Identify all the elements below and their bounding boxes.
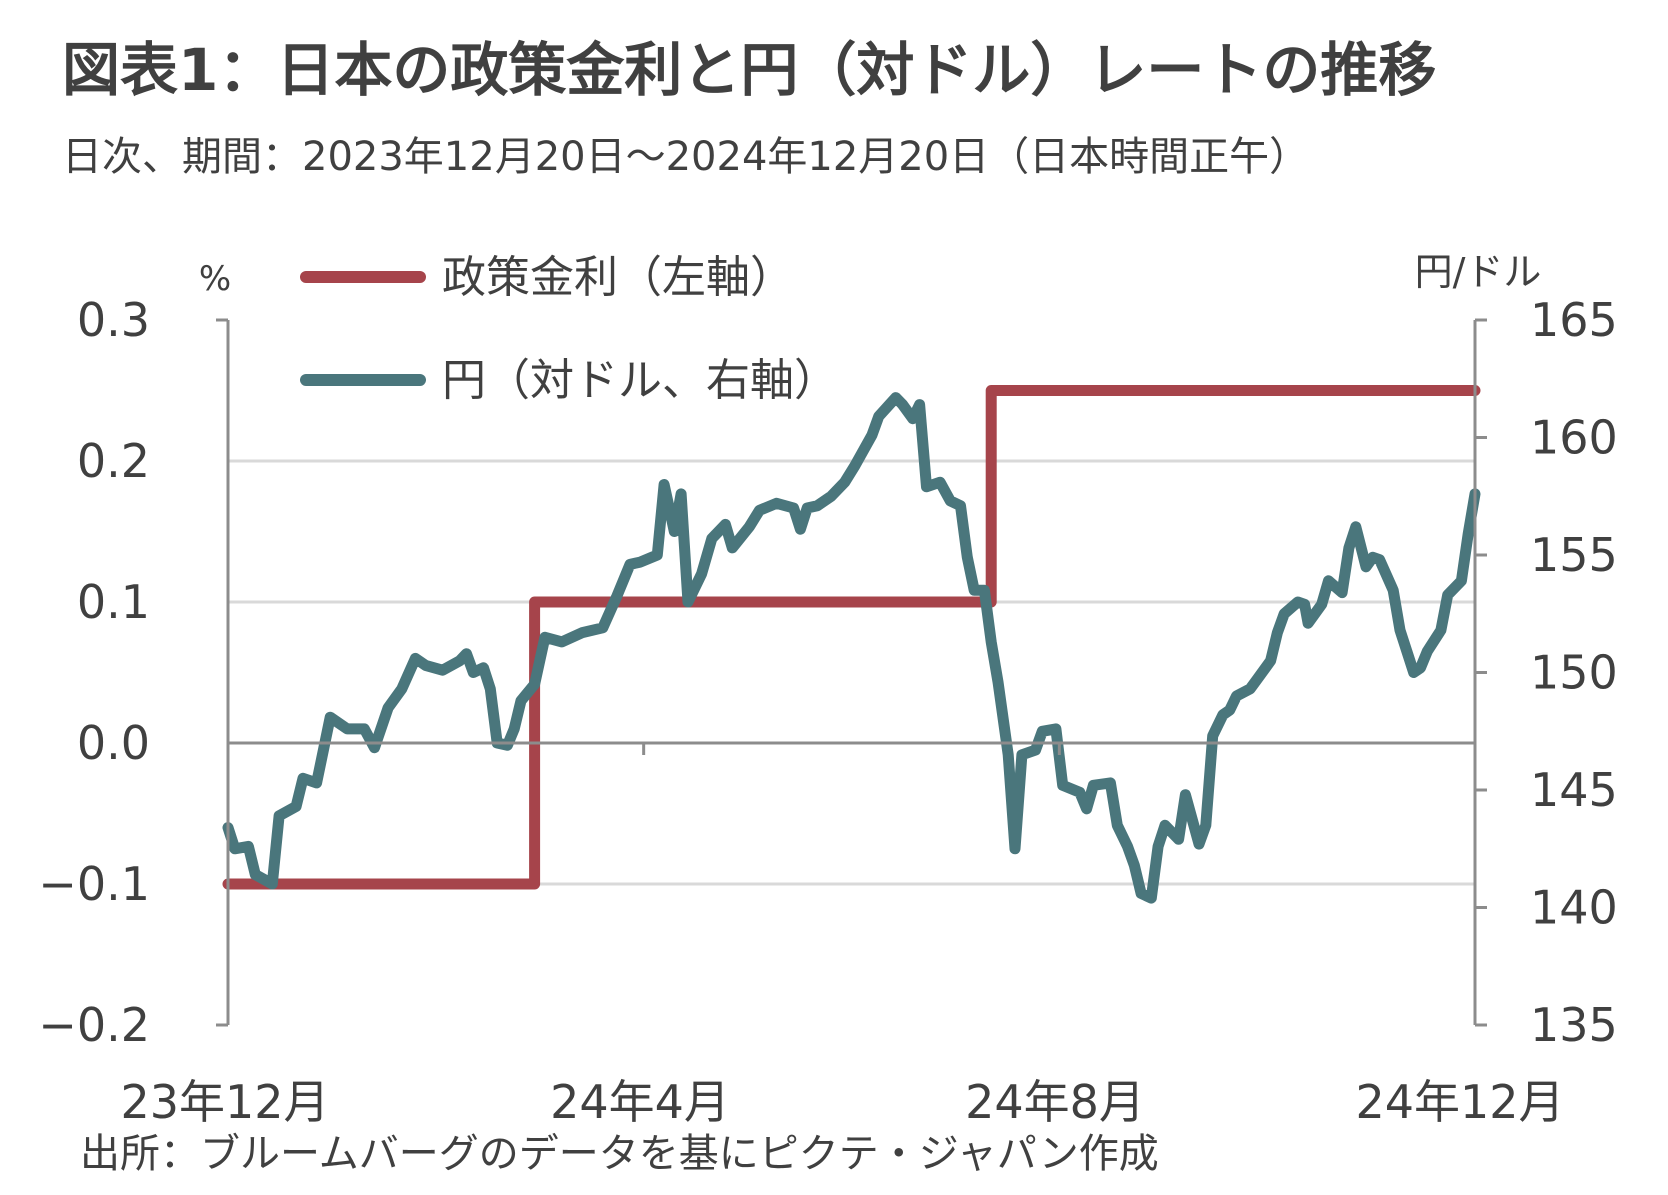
right-tick-label: 140 (1530, 881, 1618, 935)
left-tick-label: 0.0 (77, 716, 150, 770)
source-note: 出所：ブルームバーグのデータを基にピクテ・ジャパン作成 (80, 1131, 1159, 1177)
right-tick-label: 135 (1530, 998, 1618, 1052)
left-axis-unit: % (199, 259, 231, 299)
yen-usd-line (222, 392, 1481, 904)
right-tick-label: 150 (1530, 646, 1618, 700)
left-tick-label: 0.2 (77, 434, 150, 488)
policy-rate-line (222, 385, 1481, 890)
left-tick-label: 0.1 (77, 575, 150, 629)
legend-label-policy-rate: 政策金利（左軸） (442, 252, 794, 303)
axes: 0.3 0.2 0.1 0.0 −0.1 −0.2 165 160 155 150 145 140 13… (38, 293, 1618, 1129)
left-tick-label: 0.3 (77, 293, 150, 347)
right-tick-label: 160 (1530, 411, 1618, 465)
right-tick-label: 155 (1530, 528, 1618, 582)
right-axis-unit: 円/ドル (1415, 250, 1542, 294)
right-tick-label: 145 (1530, 763, 1618, 817)
legend-label-yen: 円（対ドル、右軸） (442, 355, 838, 406)
series-layer (222, 385, 1481, 904)
left-tick-label: −0.2 (38, 998, 150, 1052)
legend: 政策金利（左軸） 円（対ドル、右軸） (300, 252, 838, 406)
x-tick-label: 23年12月 (120, 1075, 329, 1129)
right-tick-label: 165 (1530, 293, 1618, 347)
chart-title: 図表1：日本の政策金利と円（対ドル）レートの推移 (62, 36, 1436, 104)
chart-subtitle: 日次、期間：2023年12月20日～2024年12月20日（日本時間正午） (62, 134, 1309, 180)
left-tick-label: −0.1 (38, 857, 150, 911)
x-tick-label: 24年12月 (1355, 1075, 1564, 1129)
x-tick-label: 24年8月 (965, 1075, 1145, 1129)
x-tick-label: 24年4月 (550, 1075, 730, 1129)
